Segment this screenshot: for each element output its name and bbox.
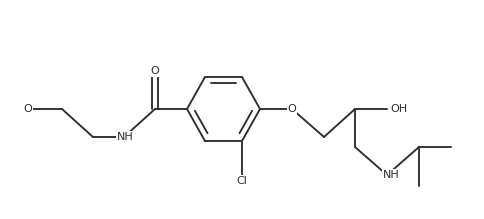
Text: O: O [151,66,159,76]
Text: NH: NH [382,170,398,180]
Text: OH: OH [390,104,407,114]
Text: NH: NH [116,132,133,142]
Text: Cl: Cl [236,176,247,186]
Text: O: O [287,104,296,114]
Text: O: O [24,104,32,114]
